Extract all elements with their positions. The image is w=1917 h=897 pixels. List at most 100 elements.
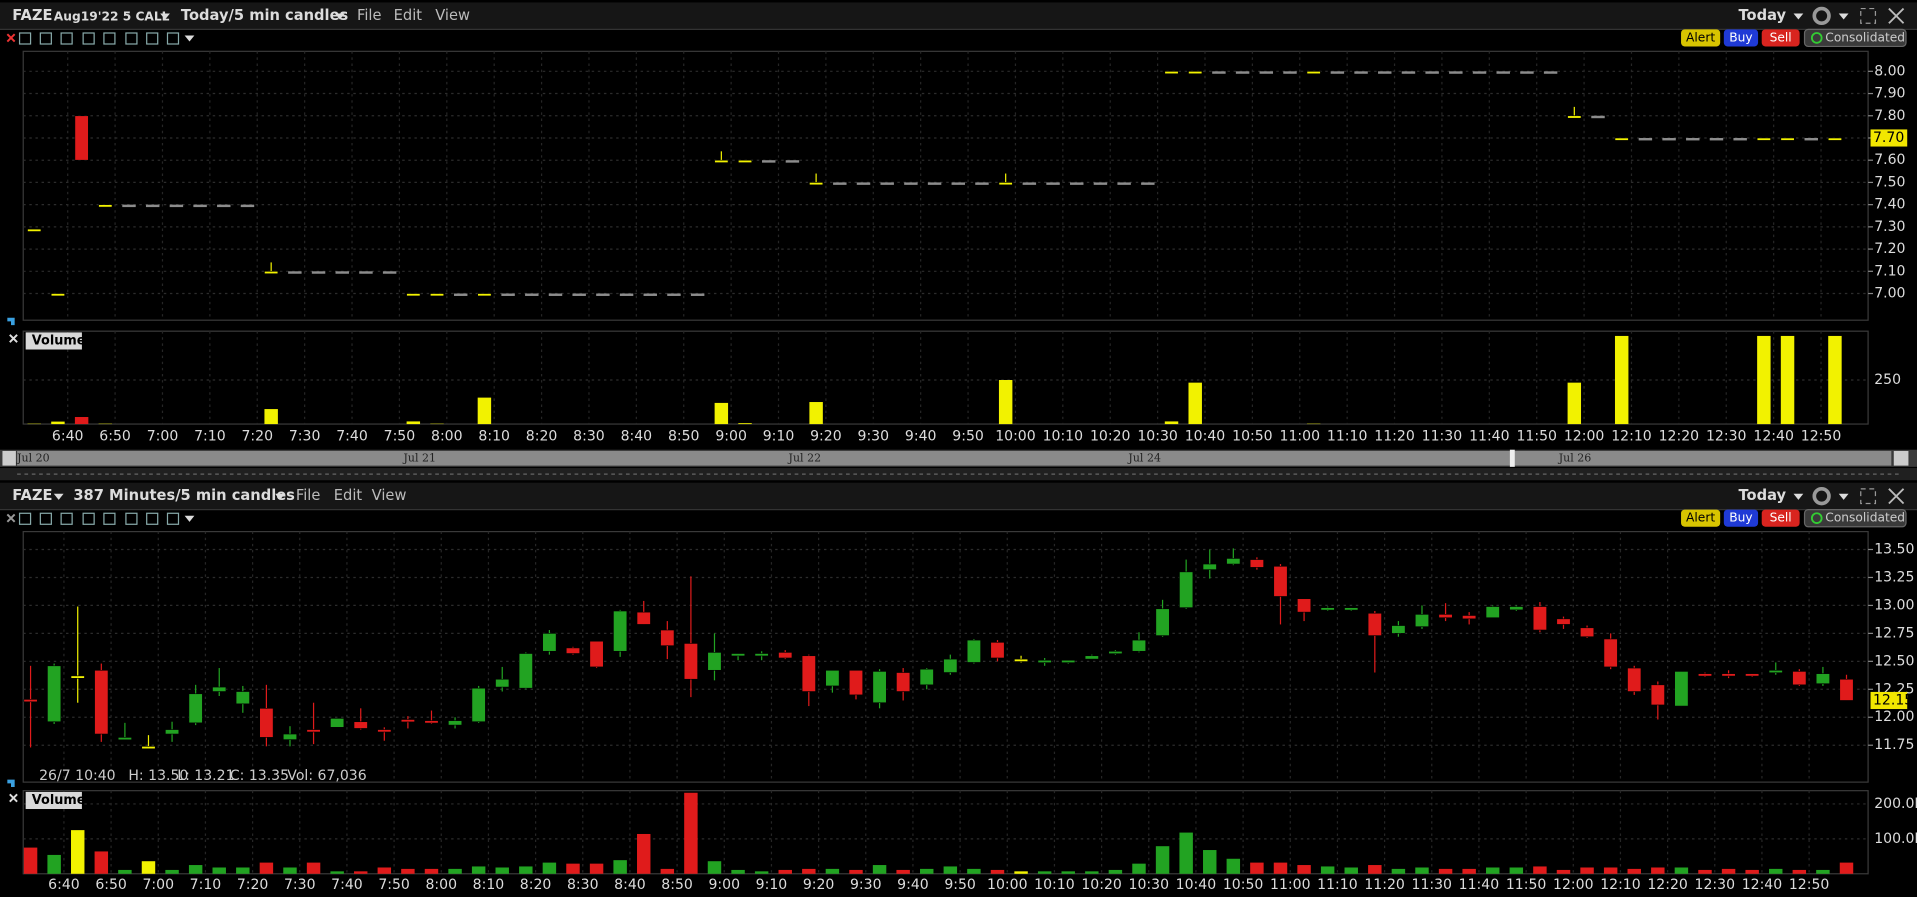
contract[interactable]: Aug19'22 5 CALL bbox=[54, 10, 170, 24]
toolbar-icon[interactable] bbox=[18, 32, 32, 45]
trade-button-label[interactable]: Sell bbox=[1770, 511, 1792, 525]
candle-body bbox=[1745, 673, 1760, 677]
menu-item[interactable]: Edit bbox=[394, 7, 423, 24]
close-window[interactable] bbox=[1888, 488, 1905, 505]
volume-label-box bbox=[25, 332, 82, 350]
timeline-handle[interactable] bbox=[1509, 449, 1515, 467]
close-window[interactable] bbox=[1888, 7, 1905, 24]
range-button[interactable]: Today bbox=[1739, 7, 1787, 24]
volume-bar bbox=[613, 860, 627, 874]
toolbar-icon[interactable] bbox=[166, 32, 180, 45]
toolbar-dropdown[interactable] bbox=[184, 35, 195, 42]
candle-body bbox=[98, 204, 113, 208]
x-tick-label: 11:40 bbox=[1469, 428, 1509, 444]
toolbar-close[interactable] bbox=[6, 513, 16, 523]
candle-body bbox=[1235, 71, 1250, 74]
menu-item[interactable]: File bbox=[296, 487, 321, 504]
toolbar-dropdown[interactable] bbox=[184, 515, 195, 522]
range-button[interactable]: Today bbox=[1739, 487, 1787, 504]
settings-dropdown[interactable] bbox=[1838, 493, 1849, 500]
toolbar-icon[interactable] bbox=[103, 32, 116, 45]
feed-button[interactable] bbox=[1803, 508, 1907, 528]
trade-button-label[interactable]: Sell bbox=[1770, 30, 1792, 44]
maximize-icon[interactable] bbox=[1860, 7, 1877, 24]
toolbar-icon[interactable] bbox=[125, 512, 138, 525]
toolbar-icon[interactable] bbox=[18, 512, 32, 525]
trade-button-label[interactable]: Alert bbox=[1686, 30, 1715, 44]
menu-item[interactable]: File bbox=[357, 7, 382, 24]
candle-body bbox=[683, 643, 698, 680]
timeframe-dropdown[interactable] bbox=[334, 13, 345, 20]
toolbar-icon[interactable] bbox=[82, 32, 95, 45]
toolbar-icon[interactable] bbox=[166, 512, 180, 525]
toolbar-icon[interactable] bbox=[125, 32, 138, 45]
candle-body bbox=[1330, 71, 1345, 74]
candle-body bbox=[240, 204, 255, 208]
menu-item[interactable]: View bbox=[435, 7, 470, 24]
x-tick-label: 7:50 bbox=[378, 877, 410, 893]
candle-body bbox=[1344, 607, 1359, 611]
trade-button[interactable] bbox=[1681, 509, 1721, 527]
symbol-dropdown[interactable] bbox=[160, 13, 170, 20]
candle-body bbox=[1650, 684, 1665, 706]
candle-body bbox=[1179, 571, 1194, 608]
x-tick-label: 8:10 bbox=[473, 877, 505, 893]
trade-button[interactable] bbox=[1761, 29, 1800, 47]
x-tick-label: 7:40 bbox=[336, 428, 368, 444]
toolbar-close[interactable] bbox=[6, 33, 16, 43]
pane-marker bbox=[7, 317, 15, 326]
timeframe[interactable]: Today/5 min candles bbox=[181, 7, 349, 24]
toolbar-icon[interactable] bbox=[146, 32, 159, 45]
timeframe-dropdown[interactable] bbox=[275, 493, 285, 500]
trade-button-label[interactable]: Buy bbox=[1729, 511, 1752, 525]
trade-button-label[interactable]: Buy bbox=[1729, 30, 1752, 44]
candle-body bbox=[636, 611, 651, 625]
feed-label[interactable]: Consolidated bbox=[1825, 30, 1905, 44]
settings-icon[interactable] bbox=[1812, 486, 1831, 506]
trade-button-label[interactable]: Alert bbox=[1686, 511, 1715, 525]
range-dropdown[interactable] bbox=[1793, 13, 1804, 20]
symbol-dropdown[interactable] bbox=[53, 493, 64, 500]
candle-body bbox=[1226, 558, 1241, 565]
timeline-right-arrow[interactable] bbox=[1893, 450, 1909, 466]
feed-label[interactable]: Consolidated bbox=[1825, 511, 1905, 525]
y-tick-label: 12.50 bbox=[1874, 653, 1914, 669]
volume-bar bbox=[1698, 869, 1712, 874]
settings-dropdown[interactable] bbox=[1838, 13, 1849, 20]
maximize-icon[interactable] bbox=[1860, 488, 1877, 505]
toolbar-icon[interactable] bbox=[103, 512, 116, 525]
trade-button[interactable] bbox=[1723, 509, 1759, 527]
x-tick-label: 6:40 bbox=[48, 877, 80, 893]
trade-button[interactable] bbox=[1681, 29, 1721, 47]
candle-body bbox=[1768, 669, 1783, 674]
symbol[interactable]: FAZE bbox=[12, 487, 52, 504]
x-tick-label: 10:10 bbox=[1043, 428, 1083, 444]
timeline-left-arrow[interactable] bbox=[2, 450, 16, 466]
menu-item[interactable]: View bbox=[372, 487, 407, 504]
volume-bar bbox=[1085, 871, 1099, 874]
volume-close[interactable] bbox=[9, 793, 18, 803]
toolbar-icon[interactable] bbox=[146, 512, 159, 525]
toolbar-icon[interactable] bbox=[60, 512, 73, 525]
volume-close[interactable] bbox=[9, 334, 18, 343]
volume-tick-label: 200.0K bbox=[1874, 796, 1917, 812]
trade-button[interactable] bbox=[1723, 29, 1759, 47]
trade-button[interactable] bbox=[1761, 509, 1800, 527]
symbol[interactable]: FAZE bbox=[12, 7, 52, 24]
settings-icon[interactable] bbox=[1812, 6, 1831, 26]
toolbar-icon[interactable] bbox=[82, 512, 95, 525]
candle-body bbox=[643, 293, 657, 296]
toolbar-icon[interactable] bbox=[39, 512, 52, 525]
volume-bar bbox=[259, 862, 274, 874]
toolbar-icon[interactable] bbox=[39, 32, 52, 45]
toolbar-icon[interactable] bbox=[60, 32, 73, 45]
candle-body bbox=[1543, 71, 1558, 74]
x-tick-label: 8:50 bbox=[668, 428, 700, 444]
range-dropdown[interactable] bbox=[1793, 493, 1804, 500]
timeframe[interactable]: 387 Minutes/5 min candles bbox=[73, 487, 295, 504]
feed-button[interactable] bbox=[1803, 28, 1907, 48]
candle-body bbox=[613, 610, 628, 652]
menu-item[interactable]: Edit bbox=[334, 487, 363, 504]
candle-body bbox=[377, 729, 392, 733]
volume-tick-label: 100.0K bbox=[1874, 831, 1917, 847]
